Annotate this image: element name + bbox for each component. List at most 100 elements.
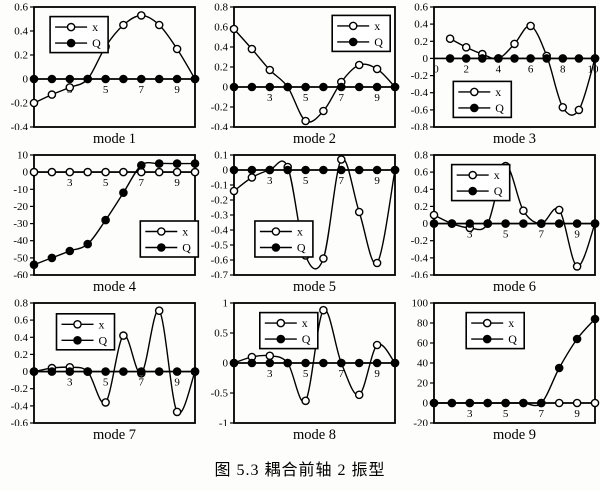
subplot-title: mode 3 bbox=[492, 131, 537, 147]
subplot-title: mode 1 bbox=[92, 131, 137, 147]
svg-text:-0.2: -0.2 bbox=[411, 235, 428, 247]
svg-text:Q: Q bbox=[495, 101, 504, 115]
svg-text:-1: -1 bbox=[219, 418, 228, 427]
svg-text:-0.2: -0.2 bbox=[11, 383, 28, 395]
svg-text:0: 0 bbox=[423, 218, 429, 230]
svg-text:9: 9 bbox=[174, 177, 180, 189]
svg-text:0: 0 bbox=[23, 366, 29, 378]
svg-text:20: 20 bbox=[417, 378, 429, 390]
svg-text:0.6: 0.6 bbox=[14, 315, 28, 327]
svg-text:-0.2: -0.2 bbox=[211, 195, 228, 207]
svg-text:-0.5: -0.5 bbox=[211, 240, 229, 252]
svg-text:-0.4: -0.4 bbox=[11, 400, 29, 412]
svg-text:-0.2: -0.2 bbox=[211, 102, 228, 114]
chart-mode-7: -0.6 -0.4 -0.2 0 0.2 0.4 0.6 0.8 3 5 7 9 xQ bbox=[11, 298, 200, 427]
svg-text:5: 5 bbox=[103, 177, 109, 189]
subplot-title: mode 6 bbox=[492, 279, 537, 295]
svg-text:3: 3 bbox=[67, 177, 73, 189]
svg-text:4: 4 bbox=[496, 63, 502, 75]
svg-text:-0.6: -0.6 bbox=[211, 255, 229, 267]
svg-text:-0.4: -0.4 bbox=[11, 122, 29, 131]
svg-text:-0.6: -0.6 bbox=[411, 104, 429, 116]
svg-text:0.2: 0.2 bbox=[14, 50, 28, 62]
svg-text:7: 7 bbox=[339, 92, 345, 104]
svg-text:5: 5 bbox=[503, 229, 509, 241]
svg-text:7: 7 bbox=[539, 408, 545, 420]
subplot-mode-1: -0.4-0.200.20.40.63579xQ mode 1 bbox=[0, 2, 200, 150]
subplot-title: mode 9 bbox=[492, 427, 537, 443]
chart-mode-3: -0.8 -0.6 -0.4 -0.2 0 0.2 0.4 0.6 0 2 4 6 8 10 xQ bbox=[411, 2, 600, 131]
svg-text:-0.7: -0.7 bbox=[211, 270, 229, 279]
svg-text:x: x bbox=[99, 317, 105, 331]
svg-text:-30: -30 bbox=[13, 218, 28, 230]
svg-text:3: 3 bbox=[467, 408, 473, 420]
subplot-title: mode 4 bbox=[92, 279, 137, 295]
svg-text:Q: Q bbox=[99, 333, 108, 347]
svg-text:0: 0 bbox=[223, 82, 229, 94]
svg-text:x: x bbox=[92, 20, 98, 34]
svg-text:0: 0 bbox=[23, 74, 29, 86]
svg-text:x: x bbox=[297, 225, 303, 239]
chart-mode-2: -0.4 -0.2 0 0.2 0.4 0.6 0.8 3 5 7 9 xQ bbox=[211, 2, 400, 130]
svg-text:0.4: 0.4 bbox=[414, 19, 428, 31]
svg-text:Q: Q bbox=[297, 241, 306, 255]
svg-text:0.8: 0.8 bbox=[414, 150, 428, 162]
chart-mode-9: -20 0 20 40 60 80 100 3 5 7 9 xQ bbox=[412, 298, 600, 426]
svg-text:100: 100 bbox=[412, 298, 429, 310]
svg-text:5: 5 bbox=[103, 377, 109, 389]
svg-text:7: 7 bbox=[139, 177, 145, 189]
svg-text:7: 7 bbox=[539, 229, 545, 241]
subplot-mode-4: -60 -50 -40 -30 -20 -10 0 10 3 5 7 9 x Q mode 4 bbox=[0, 150, 200, 298]
svg-text:-0.6: -0.6 bbox=[11, 418, 29, 427]
svg-text:9: 9 bbox=[174, 377, 180, 389]
svg-text:Q: Q bbox=[302, 332, 311, 346]
svg-text:2: 2 bbox=[463, 63, 469, 75]
svg-text:-0.5: -0.5 bbox=[211, 388, 229, 400]
svg-text:9: 9 bbox=[574, 229, 580, 241]
svg-text:5: 5 bbox=[303, 92, 309, 104]
svg-text:-60: -60 bbox=[13, 270, 28, 279]
svg-text:-40: -40 bbox=[13, 235, 28, 247]
svg-text:0.8: 0.8 bbox=[214, 2, 228, 14]
svg-text:0.4: 0.4 bbox=[414, 184, 428, 196]
svg-text:6: 6 bbox=[528, 63, 534, 75]
svg-text:8: 8 bbox=[560, 63, 566, 75]
svg-text:0.4: 0.4 bbox=[14, 332, 28, 344]
svg-text:x: x bbox=[508, 316, 514, 330]
svg-text:Q: Q bbox=[494, 184, 503, 198]
subplot-mode-2: -0.4 -0.2 0 0.2 0.4 0.6 0.8 3 5 7 9 x Q mode 2 bbox=[200, 2, 400, 150]
svg-text:x: x bbox=[302, 316, 308, 330]
chart-mode-1: -0.4-0.200.20.40.63579xQ bbox=[11, 2, 200, 131]
svg-text:10: 10 bbox=[17, 150, 29, 162]
svg-text:x: x bbox=[494, 168, 500, 182]
svg-text:-0.4: -0.4 bbox=[411, 252, 429, 264]
svg-text:0: 0 bbox=[223, 165, 229, 177]
svg-text:0.2: 0.2 bbox=[14, 349, 28, 361]
svg-text:-0.8: -0.8 bbox=[411, 122, 429, 131]
svg-text:0: 0 bbox=[223, 358, 229, 370]
svg-text:-0.2: -0.2 bbox=[411, 70, 428, 82]
subplot-mode-9: -20 0 20 40 60 80 100 3 5 7 9 x Q mode 9 bbox=[400, 298, 600, 446]
svg-text:-0.2: -0.2 bbox=[11, 98, 28, 110]
subplot-mode-5: -0.7 -0.6 -0.5 -0.4 -0.3 -0.2 -0.1 0 0.1 3 5 7 9 x Q m… bbox=[200, 150, 400, 298]
svg-text:-0.4: -0.4 bbox=[211, 225, 229, 237]
subplot-mode-6: -0.6 -0.4 -0.2 0 0.2 0.4 0.6 0.8 3 5 7 9 x Q mode 6 bbox=[400, 150, 600, 298]
subplot-title: mode 8 bbox=[292, 427, 337, 443]
svg-text:7: 7 bbox=[339, 175, 345, 187]
svg-text:0.8: 0.8 bbox=[14, 298, 28, 310]
svg-text:3: 3 bbox=[67, 377, 73, 389]
svg-text:7: 7 bbox=[339, 368, 345, 380]
chart-mode-6: -0.6 -0.4 -0.2 0 0.2 0.4 0.6 0.8 3 5 7 9 xQ bbox=[411, 150, 600, 278]
subplot-title: mode 5 bbox=[292, 279, 337, 295]
svg-text:0.6: 0.6 bbox=[414, 2, 428, 14]
svg-text:5: 5 bbox=[103, 84, 109, 96]
svg-text:0.1: 0.1 bbox=[214, 150, 228, 162]
svg-text:-0.4: -0.4 bbox=[411, 87, 429, 99]
svg-text:5: 5 bbox=[303, 175, 309, 187]
svg-text:Q: Q bbox=[508, 332, 517, 346]
svg-text:40: 40 bbox=[417, 358, 429, 370]
svg-text:0.6: 0.6 bbox=[414, 167, 428, 179]
svg-text:-0.1: -0.1 bbox=[211, 180, 228, 192]
svg-text:Q: Q bbox=[92, 36, 101, 50]
